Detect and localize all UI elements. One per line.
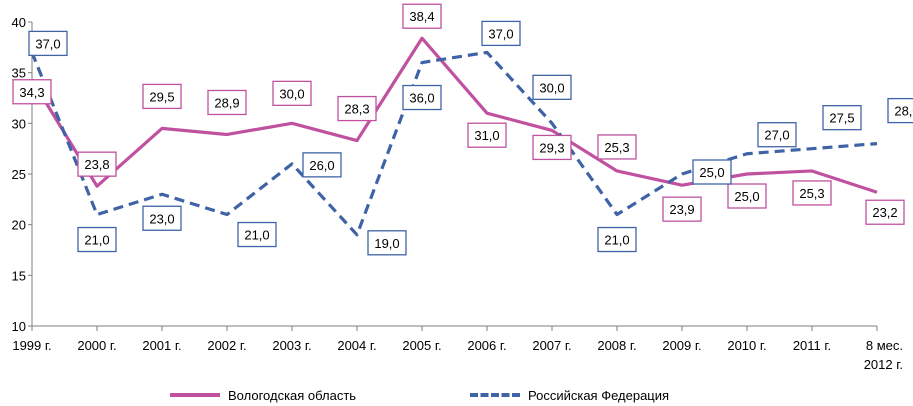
data-label-box [757,122,797,148]
data-label-box [12,79,52,105]
data-label-box [402,84,442,111]
legend-item-russia: Российская Федерация [470,386,669,404]
data-label-box [302,152,342,178]
data-label: 23,9 [669,202,694,217]
data-label: 21,0 [604,233,629,248]
x-tick-label: 2010 г. [727,338,766,353]
data-label: 38,4 [409,9,434,24]
data-label-box [28,30,68,57]
y-tick-label: 35 [12,66,26,81]
data-label: 36,0 [409,91,434,106]
legend-swatch-vologda [170,393,220,397]
data-label-box [77,151,117,177]
data-label: 23,2 [872,205,897,220]
x-tick-label: 2002 г. [207,338,246,353]
x-tick-label: 2006 г. [467,338,506,353]
data-label-box [865,199,905,225]
data-label: 29,5 [149,89,174,104]
data-label-box [142,83,182,110]
axes: 10 15 20 25 30 35 40 1999 г. 2000 г. 2001 г. 2002 … [12,15,903,372]
data-label: 28,9 [214,95,239,110]
data-label-box [597,226,637,253]
x-tick-label: 2007 г. [532,338,571,353]
x-tick-label: 8 мес. 2012 г. [864,338,903,372]
x-tick-label: 2004 г. [337,338,376,353]
x-tick-label: 2000 г. [77,338,116,353]
x-tick-label: 2008 г. [597,338,636,353]
legend-label-russia: Российская Федерация [528,387,670,403]
data-label-box [532,134,572,161]
data-label: 37,0 [35,36,60,51]
data-label: 27,5 [829,111,854,126]
y-tick-label: 40 [12,15,26,30]
x-tick-label: 2011 г. [793,338,831,353]
data-label-box [597,134,637,160]
data-label-box [792,180,832,206]
data-label-box [727,183,767,209]
data-label: 25,3 [799,186,824,201]
y-tick-label: 10 [12,319,26,334]
x-tick-label: 1999 г. [12,338,51,353]
data-label-box [402,3,442,29]
data-label: 25,0 [699,165,724,180]
data-label-box [532,74,572,100]
data-label: 30,0 [539,80,564,95]
data-label-box [467,122,507,148]
data-label: 19,0 [374,236,399,251]
series-line-russia [30,50,878,237]
y-tick-label: 30 [12,116,26,131]
x-tick-label: 2001 г. [142,338,181,353]
legend-item-vologda: Вологодская область [170,386,356,404]
data-label: 21,0 [84,233,109,248]
data-label-box [662,196,702,222]
data-label-box [207,89,247,116]
data-label-box [822,105,862,131]
series-lines [30,36,878,237]
data-label-box [367,230,407,256]
data-label: 28,0 [894,104,913,119]
data-label: 37,0 [488,26,513,41]
x-tick-label: 2009 г. [662,338,701,353]
data-label: 26,0 [309,158,334,173]
data-label-box [337,95,377,122]
data-label-box [142,205,182,231]
data-label-box [237,221,277,248]
x-tick-label: 2003 г. [272,338,311,353]
data-label: 29,3 [539,140,564,155]
legend-label-vologda: Вологодская область [228,387,357,403]
data-label: 23,8 [84,157,109,172]
data-label: 27,0 [764,128,789,143]
data-label: 25,0 [734,189,759,204]
data-label-box [692,159,732,185]
data-label: 28,3 [344,102,369,117]
data-labels: 34,3 23,8 29,5 28,9 30,0 28,3 38,4 31,0 29,3 25,3… [12,3,913,256]
data-label-box [481,20,521,47]
data-label: 31,0 [474,128,499,143]
series-line-vologda [30,36,878,194]
data-label-box [77,226,117,253]
legend-swatch-russia [470,393,520,397]
data-label-box [887,97,913,124]
data-label: 25,3 [604,140,629,155]
data-label: 30,0 [279,86,304,101]
x-tick-label: 2005 г. [402,338,441,353]
y-tick-label: 15 [12,268,26,283]
data-label: 21,0 [244,228,269,243]
data-label: 23,0 [149,211,174,226]
y-tick-label: 20 [12,218,26,233]
data-label-box [272,80,312,106]
data-label: 34,3 [19,85,44,100]
y-tick-label: 25 [12,167,26,182]
